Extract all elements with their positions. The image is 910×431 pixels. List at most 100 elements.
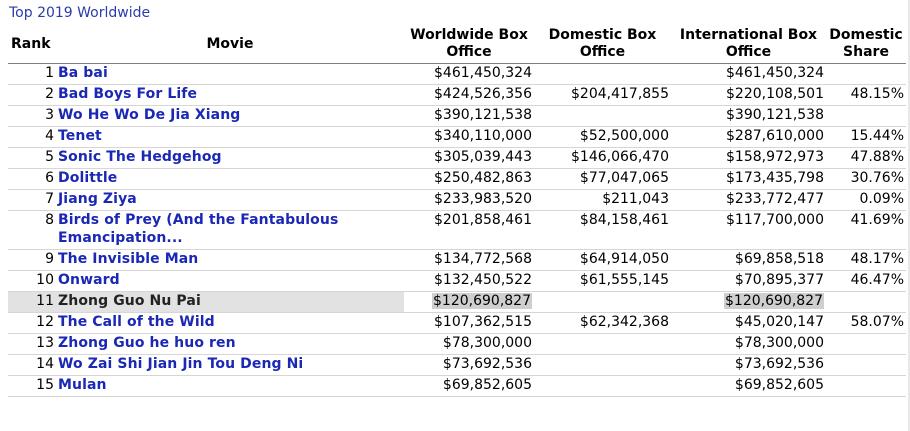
- domestic-gross-cell-value: $146,066,470: [571, 149, 669, 165]
- international-gross-cell-value: $461,450,324: [726, 65, 824, 81]
- domestic-share-cell-value: 41.69%: [850, 212, 904, 228]
- worldwide-gross-cell: $69,852,605: [404, 375, 534, 397]
- domestic-gross-cell: $77,047,065: [534, 168, 671, 190]
- movie-title-link[interactable]: Bad Boys For Life: [58, 86, 198, 102]
- domestic-share-cell: 30.76%: [826, 168, 906, 190]
- box-office-table: Rank Movie Worldwide Box Office Domestic …: [8, 26, 906, 397]
- table-caption: Top 2019 Worldwide: [9, 5, 151, 21]
- table-row: 6 Dolittle $250,482,863 $77,047,065 $173,435…: [8, 168, 906, 190]
- international-gross-cell: $45,020,147: [671, 312, 826, 334]
- domestic-gross-cell: $64,914,050: [534, 249, 671, 271]
- movie-title-link[interactable]: Dolittle: [58, 170, 118, 186]
- domestic-share-cell: [826, 63, 906, 85]
- international-gross-cell-value: $117,700,000: [726, 212, 824, 228]
- rank-cell: 3: [8, 105, 56, 127]
- column-header-international[interactable]: International Box Office: [671, 26, 826, 64]
- rank-cell: 12: [8, 312, 56, 334]
- domestic-share-cell: 46.47%: [826, 270, 906, 292]
- domestic-gross-cell-value: $84,158,461: [579, 212, 669, 228]
- worldwide-gross-cell: $233,983,520: [404, 189, 534, 211]
- column-header-movie[interactable]: Movie: [56, 26, 404, 64]
- international-gross-cell: $70,895,377: [671, 270, 826, 292]
- international-gross-cell-value: $158,972,973: [726, 149, 824, 165]
- movie-title-link[interactable]: Sonic The Hedgehog: [58, 149, 222, 165]
- movie-title-link[interactable]: Mulan: [58, 377, 107, 393]
- movie-cell: Dolittle: [56, 168, 404, 190]
- worldwide-gross-cell-value: $78,300,000: [442, 335, 532, 351]
- worldwide-gross-cell-value: $132,450,522: [434, 272, 532, 288]
- rank-cell: 10: [8, 270, 56, 292]
- worldwide-gross-cell: $201,858,461: [404, 210, 534, 250]
- worldwide-gross-cell-value: $73,692,536: [442, 356, 532, 372]
- table-row: 11 Zhong Guo Nu Pai $120,690,827 $120,690,8…: [8, 291, 906, 313]
- table-row: 15 Mulan $69,852,605 $69,852,605: [8, 375, 906, 397]
- table-row: 14 Wo Zai Shi Jian Jin Tou Deng Ni $73,692…: [8, 354, 906, 376]
- movie-cell: Jiang Ziya: [56, 189, 404, 211]
- column-header-rank[interactable]: Rank: [8, 26, 56, 64]
- movie-title-link[interactable]: Onward: [58, 272, 120, 288]
- movie-title-link[interactable]: Wo He Wo De Jia Xiang: [58, 107, 241, 123]
- movie-cell: Mulan: [56, 375, 404, 397]
- movie-cell: Ba bai: [56, 63, 404, 85]
- international-gross-cell-value: $70,895,377: [734, 272, 824, 288]
- worldwide-gross-cell-value: $250,482,863: [434, 170, 532, 186]
- domestic-gross-cell-value: $77,047,065: [579, 170, 669, 186]
- international-gross-cell-value: $390,121,538: [726, 107, 824, 123]
- worldwide-gross-cell: $107,362,515: [404, 312, 534, 334]
- international-gross-cell-value: $220,108,501: [726, 86, 824, 102]
- movie-title-link[interactable]: The Call of the Wild: [58, 314, 215, 330]
- table-row: 7 Jiang Ziya $233,983,520 $211,043 $233,772,…: [8, 189, 906, 211]
- table-row: 8 Birds of Prey (And the Fantabulous Eman…: [8, 210, 906, 250]
- domestic-gross-cell: [534, 291, 671, 313]
- movie-title-link[interactable]: Birds of Prey (And the Fantabulous Emanc…: [58, 212, 339, 246]
- scrollbar-edge[interactable]: [908, 0, 910, 431]
- movie-title-link[interactable]: Zhong Guo Nu Pai: [58, 293, 201, 309]
- domestic-gross-cell: [534, 354, 671, 376]
- column-header-domestic[interactable]: Domestic Box Office: [534, 26, 671, 64]
- international-gross-cell: $78,300,000: [671, 333, 826, 355]
- domestic-share-cell: [826, 375, 906, 397]
- movie-cell: Tenet: [56, 126, 404, 148]
- worldwide-gross-cell-value: $340,110,000: [434, 128, 532, 144]
- table-row: 3 Wo He Wo De Jia Xiang $390,121,538 $390,1…: [8, 105, 906, 127]
- domestic-share-cell: [826, 291, 906, 313]
- worldwide-gross-cell: $120,690,827: [404, 291, 534, 313]
- domestic-share-cell: 0.09%: [826, 189, 906, 211]
- movie-cell: Wo He Wo De Jia Xiang: [56, 105, 404, 127]
- rank-cell: 9: [8, 249, 56, 271]
- movie-cell: Zhong Guo Nu Pai: [56, 291, 404, 313]
- movie-cell: The Call of the Wild: [56, 312, 404, 334]
- domestic-share-cell-value: 46.47%: [850, 272, 904, 288]
- movie-title-link[interactable]: Zhong Guo he huo ren: [58, 335, 236, 351]
- domestic-gross-cell: $84,158,461: [534, 210, 671, 250]
- movie-cell: Wo Zai Shi Jian Jin Tou Deng Ni: [56, 354, 404, 376]
- domestic-gross-cell-value: $52,500,000: [579, 128, 669, 144]
- table-row: 1 Ba bai $461,450,324 $461,450,324: [8, 63, 906, 85]
- movie-title-link[interactable]: Ba bai: [58, 65, 108, 81]
- domestic-share-cell: 41.69%: [826, 210, 906, 250]
- column-header-worldwide[interactable]: Worldwide Box Office: [404, 26, 534, 64]
- international-gross-cell: $220,108,501: [671, 84, 826, 106]
- rank-cell: 6: [8, 168, 56, 190]
- international-gross-cell: $73,692,536: [671, 354, 826, 376]
- movie-cell: Zhong Guo he huo ren: [56, 333, 404, 355]
- worldwide-gross-cell: $134,772,568: [404, 249, 534, 271]
- domestic-share-cell-value: 48.17%: [850, 251, 904, 267]
- column-header-domestic-share[interactable]: Domestic Share: [826, 26, 906, 64]
- movie-title-link[interactable]: Jiang Ziya: [58, 191, 137, 207]
- table-row: 9 The Invisible Man $134,772,568 $64,914,05…: [8, 249, 906, 271]
- domestic-gross-cell-value: $62,342,368: [579, 314, 669, 330]
- domestic-gross-cell: [534, 333, 671, 355]
- domestic-share-cell-value: 30.76%: [850, 170, 904, 186]
- international-gross-cell: $117,700,000: [671, 210, 826, 250]
- movie-title-link[interactable]: Wo Zai Shi Jian Jin Tou Deng Ni: [58, 356, 304, 372]
- domestic-share-cell: [826, 354, 906, 376]
- movie-title-link[interactable]: The Invisible Man: [58, 251, 199, 267]
- worldwide-gross-cell-value: $390,121,538: [434, 107, 532, 123]
- international-gross-cell-value: $287,610,000: [726, 128, 824, 144]
- domestic-gross-cell: [534, 63, 671, 85]
- domestic-share-cell: 48.17%: [826, 249, 906, 271]
- movie-cell: Bad Boys For Life: [56, 84, 404, 106]
- movie-title-link[interactable]: Tenet: [58, 128, 102, 144]
- international-gross-cell: $287,610,000: [671, 126, 826, 148]
